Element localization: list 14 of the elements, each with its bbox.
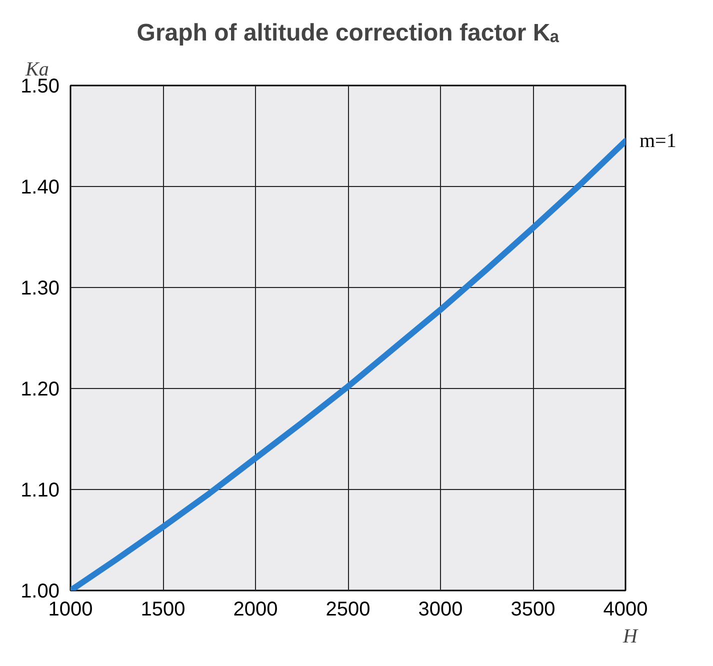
x-tick-label: 3500 (510, 598, 556, 620)
x-axis-title: H (622, 626, 640, 648)
series-label: m=1 (640, 130, 676, 152)
x-tick-label: 2000 (233, 598, 278, 620)
x-tick-label: 2500 (326, 598, 370, 620)
x-tick-label: 1500 (140, 598, 186, 620)
y-tick-label: 1.20 (20, 378, 60, 400)
chart-title: Graph of altitude correction factor Kₐ (136, 20, 560, 46)
y-tick-label: 1.40 (20, 176, 60, 198)
x-tick-label: 3000 (418, 598, 463, 620)
y-tick-label: 1.30 (20, 278, 60, 300)
y-tick-label: 1.50 (20, 76, 60, 98)
y-tick-label: 1.10 (20, 480, 60, 502)
x-tick-label: 4000 (603, 598, 648, 620)
